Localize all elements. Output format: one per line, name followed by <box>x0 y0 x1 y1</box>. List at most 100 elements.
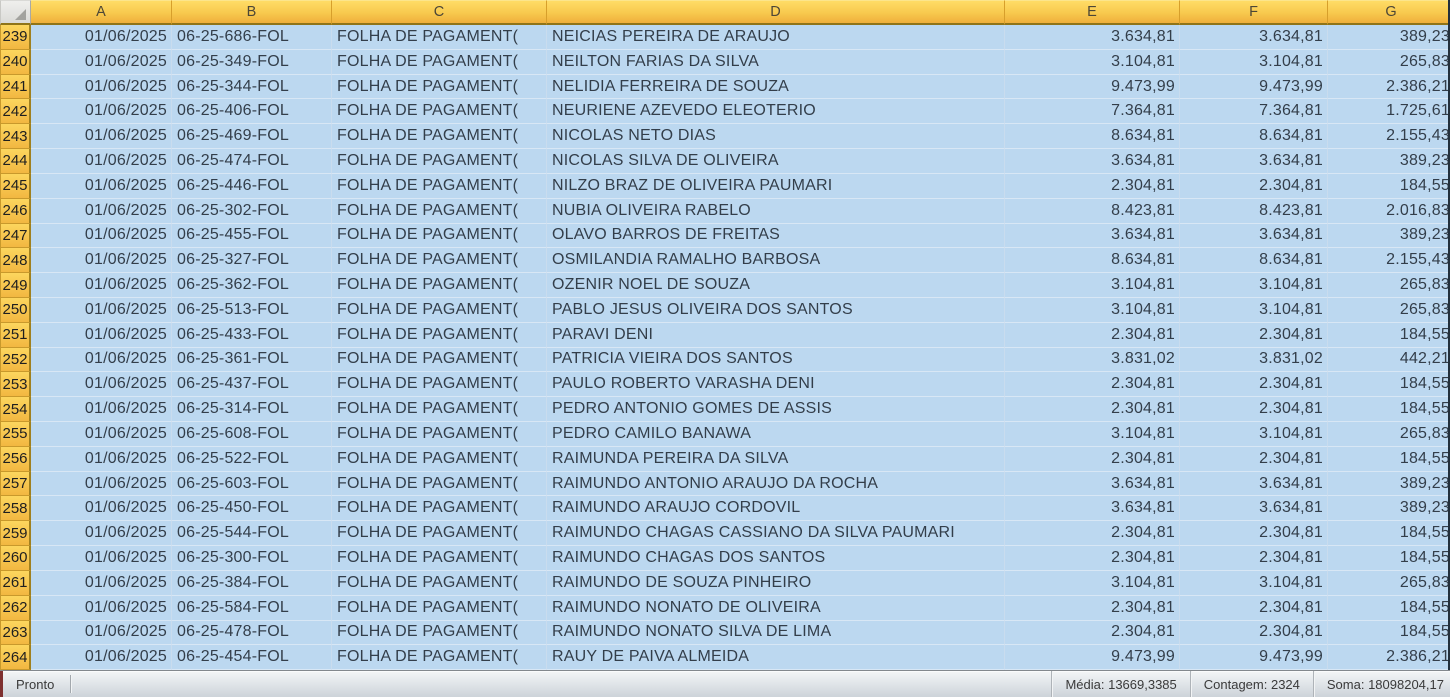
cell-G250[interactable]: 265,83 <box>1328 297 1450 323</box>
cell-G244[interactable]: 389,23 <box>1328 149 1450 174</box>
row-header-257[interactable]: 257 <box>0 471 31 497</box>
cell-E240[interactable]: 3.104,81 <box>1005 49 1180 75</box>
row-header-254[interactable]: 254 <box>0 397 31 422</box>
cell-A252[interactable]: 01/06/2025 <box>31 347 172 373</box>
cell-E264[interactable]: 9.473,99 <box>1005 645 1180 671</box>
cell-B261[interactable]: 06-25-384-FOL <box>172 570 332 596</box>
cell-A241[interactable]: 01/06/2025 <box>31 74 172 100</box>
cell-B250[interactable]: 06-25-513-FOL <box>172 297 332 323</box>
cell-C239[interactable]: FOLHA DE PAGAMENT( <box>332 25 547 50</box>
column-header-A[interactable]: A <box>31 0 172 25</box>
cell-G253[interactable]: 184,55 <box>1328 372 1450 398</box>
cell-B247[interactable]: 06-25-455-FOL <box>172 223 332 249</box>
cell-D241[interactable]: NELIDIA FERREIRA DE SOUZA <box>547 74 1005 100</box>
cell-F255[interactable]: 3.104,81 <box>1180 422 1328 447</box>
row-header-260[interactable]: 260 <box>0 546 31 571</box>
cell-A263[interactable]: 01/06/2025 <box>31 620 172 646</box>
cell-B251[interactable]: 06-25-433-FOL <box>172 322 332 348</box>
cell-D247[interactable]: OLAVO BARROS DE FREITAS <box>547 223 1005 249</box>
cell-E256[interactable]: 2.304,81 <box>1005 446 1180 472</box>
cell-D256[interactable]: RAIMUNDA PEREIRA DA SILVA <box>547 446 1005 472</box>
cell-F248[interactable]: 8.634,81 <box>1180 248 1328 274</box>
cell-B262[interactable]: 06-25-584-FOL <box>172 595 332 621</box>
cell-B248[interactable]: 06-25-327-FOL <box>172 248 332 274</box>
cell-E261[interactable]: 3.104,81 <box>1005 570 1180 596</box>
cell-C260[interactable]: FOLHA DE PAGAMENT( <box>332 546 547 571</box>
cell-F239[interactable]: 3.634,81 <box>1180 25 1328 50</box>
cell-D242[interactable]: NEURIENE AZEVEDO ELEOTERIO <box>547 99 1005 125</box>
cell-D245[interactable]: NILZO BRAZ DE OLIVEIRA PAUMARI <box>547 173 1005 199</box>
row-header-241[interactable]: 241 <box>0 74 31 100</box>
cell-F256[interactable]: 2.304,81 <box>1180 446 1328 472</box>
cell-E245[interactable]: 2.304,81 <box>1005 173 1180 199</box>
cell-F262[interactable]: 2.304,81 <box>1180 595 1328 621</box>
cell-B243[interactable]: 06-25-469-FOL <box>172 124 332 150</box>
cell-C263[interactable]: FOLHA DE PAGAMENT( <box>332 620 547 646</box>
cell-B239[interactable]: 06-25-686-FOL <box>172 25 332 50</box>
cell-B255[interactable]: 06-25-608-FOL <box>172 422 332 447</box>
cell-B245[interactable]: 06-25-446-FOL <box>172 173 332 199</box>
cell-A260[interactable]: 01/06/2025 <box>31 546 172 571</box>
cell-D263[interactable]: RAIMUNDO NONATO SILVA DE LIMA <box>547 620 1005 646</box>
cell-D264[interactable]: RAUY DE PAIVA ALMEIDA <box>547 645 1005 671</box>
cell-G263[interactable]: 184,55 <box>1328 620 1450 646</box>
cell-F240[interactable]: 3.104,81 <box>1180 49 1328 75</box>
row-header-252[interactable]: 252 <box>0 347 31 373</box>
column-header-D[interactable]: D <box>547 0 1005 25</box>
cell-G255[interactable]: 265,83 <box>1328 422 1450 447</box>
cell-F244[interactable]: 3.634,81 <box>1180 149 1328 174</box>
column-header-F[interactable]: F <box>1180 0 1328 25</box>
cell-E255[interactable]: 3.104,81 <box>1005 422 1180 447</box>
cell-D261[interactable]: RAIMUNDO DE SOUZA PINHEIRO <box>547 570 1005 596</box>
cell-E249[interactable]: 3.104,81 <box>1005 273 1180 298</box>
cell-C244[interactable]: FOLHA DE PAGAMENT( <box>332 149 547 174</box>
cell-G243[interactable]: 2.155,43 <box>1328 124 1450 150</box>
cell-C248[interactable]: FOLHA DE PAGAMENT( <box>332 248 547 274</box>
cell-E244[interactable]: 3.634,81 <box>1005 149 1180 174</box>
cell-F259[interactable]: 2.304,81 <box>1180 521 1328 547</box>
cell-E260[interactable]: 2.304,81 <box>1005 546 1180 571</box>
select-all-corner[interactable] <box>0 0 31 25</box>
cell-A240[interactable]: 01/06/2025 <box>31 49 172 75</box>
row-header-251[interactable]: 251 <box>0 322 31 348</box>
cell-D259[interactable]: RAIMUNDO CHAGAS CASSIANO DA SILVA PAUMAR… <box>547 521 1005 547</box>
cell-A246[interactable]: 01/06/2025 <box>31 198 172 224</box>
cell-E241[interactable]: 9.473,99 <box>1005 74 1180 100</box>
cell-F261[interactable]: 3.104,81 <box>1180 570 1328 596</box>
cell-F257[interactable]: 3.634,81 <box>1180 471 1328 497</box>
cell-C245[interactable]: FOLHA DE PAGAMENT( <box>332 173 547 199</box>
cell-D252[interactable]: PATRICIA VIEIRA DOS SANTOS <box>547 347 1005 373</box>
cell-A250[interactable]: 01/06/2025 <box>31 297 172 323</box>
cell-E250[interactable]: 3.104,81 <box>1005 297 1180 323</box>
cell-C262[interactable]: FOLHA DE PAGAMENT( <box>332 595 547 621</box>
cell-F258[interactable]: 3.634,81 <box>1180 496 1328 522</box>
cell-G242[interactable]: 1.725,61 <box>1328 99 1450 125</box>
cell-C261[interactable]: FOLHA DE PAGAMENT( <box>332 570 547 596</box>
row-header-239[interactable]: 239 <box>0 25 31 50</box>
cell-A242[interactable]: 01/06/2025 <box>31 99 172 125</box>
cell-D249[interactable]: OZENIR NOEL DE SOUZA <box>547 273 1005 298</box>
cell-G262[interactable]: 184,55 <box>1328 595 1450 621</box>
cell-F251[interactable]: 2.304,81 <box>1180 322 1328 348</box>
cell-E252[interactable]: 3.831,02 <box>1005 347 1180 373</box>
row-header-259[interactable]: 259 <box>0 521 31 547</box>
cell-D250[interactable]: PABLO JESUS OLIVEIRA DOS SANTOS <box>547 297 1005 323</box>
cell-F245[interactable]: 2.304,81 <box>1180 173 1328 199</box>
column-header-C[interactable]: C <box>332 0 547 25</box>
cell-C252[interactable]: FOLHA DE PAGAMENT( <box>332 347 547 373</box>
cell-B257[interactable]: 06-25-603-FOL <box>172 471 332 497</box>
cell-B253[interactable]: 06-25-437-FOL <box>172 372 332 398</box>
cell-E257[interactable]: 3.634,81 <box>1005 471 1180 497</box>
cell-B246[interactable]: 06-25-302-FOL <box>172 198 332 224</box>
cell-C243[interactable]: FOLHA DE PAGAMENT( <box>332 124 547 150</box>
cell-F253[interactable]: 2.304,81 <box>1180 372 1328 398</box>
row-header-253[interactable]: 253 <box>0 372 31 398</box>
cell-C249[interactable]: FOLHA DE PAGAMENT( <box>332 273 547 298</box>
row-header-258[interactable]: 258 <box>0 496 31 522</box>
cell-G264[interactable]: 2.386,21 <box>1328 645 1450 671</box>
cell-G239[interactable]: 389,23 <box>1328 25 1450 50</box>
cell-C259[interactable]: FOLHA DE PAGAMENT( <box>332 521 547 547</box>
cell-B258[interactable]: 06-25-450-FOL <box>172 496 332 522</box>
row-header-264[interactable]: 264 <box>0 645 31 671</box>
cell-B244[interactable]: 06-25-474-FOL <box>172 149 332 174</box>
